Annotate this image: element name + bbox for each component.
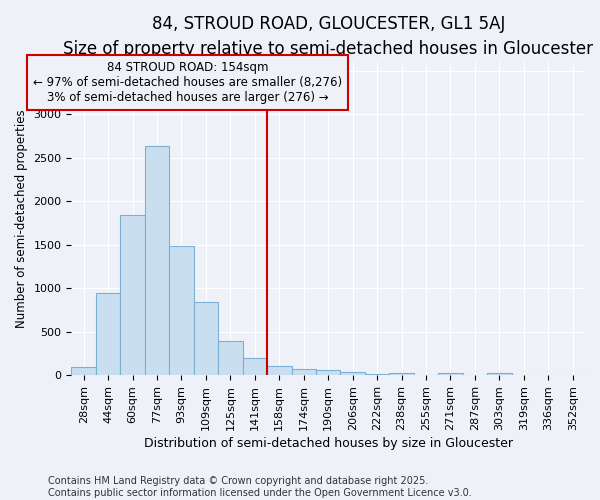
Bar [71,367,96,375]
X-axis label: Distribution of semi-detached houses by size in Gloucester: Distribution of semi-detached houses by … [144,437,513,450]
Bar [414,374,438,375]
Title: 84, STROUD ROAD, GLOUCESTER, GL1 5AJ
Size of property relative to semi-detached : 84, STROUD ROAD, GLOUCESTER, GL1 5AJ Siz… [63,15,593,58]
Bar [121,216,145,375]
Text: 84 STROUD ROAD: 154sqm
← 97% of semi-detached houses are smaller (8,276)
3% of s: 84 STROUD ROAD: 154sqm ← 97% of semi-det… [33,61,342,104]
Bar [267,366,292,375]
Bar [218,342,242,375]
Bar [487,374,512,375]
Bar [316,370,340,375]
Bar [512,374,536,375]
Bar [169,246,194,375]
Text: Contains HM Land Registry data © Crown copyright and database right 2025.
Contai: Contains HM Land Registry data © Crown c… [48,476,472,498]
Bar [292,369,316,375]
Bar [194,302,218,375]
Bar [389,372,414,375]
Bar [438,372,463,375]
Bar [145,146,169,375]
Bar [96,292,121,375]
Bar [365,374,389,375]
Y-axis label: Number of semi-detached properties: Number of semi-detached properties [15,110,28,328]
Bar [242,358,267,375]
Bar [340,372,365,375]
